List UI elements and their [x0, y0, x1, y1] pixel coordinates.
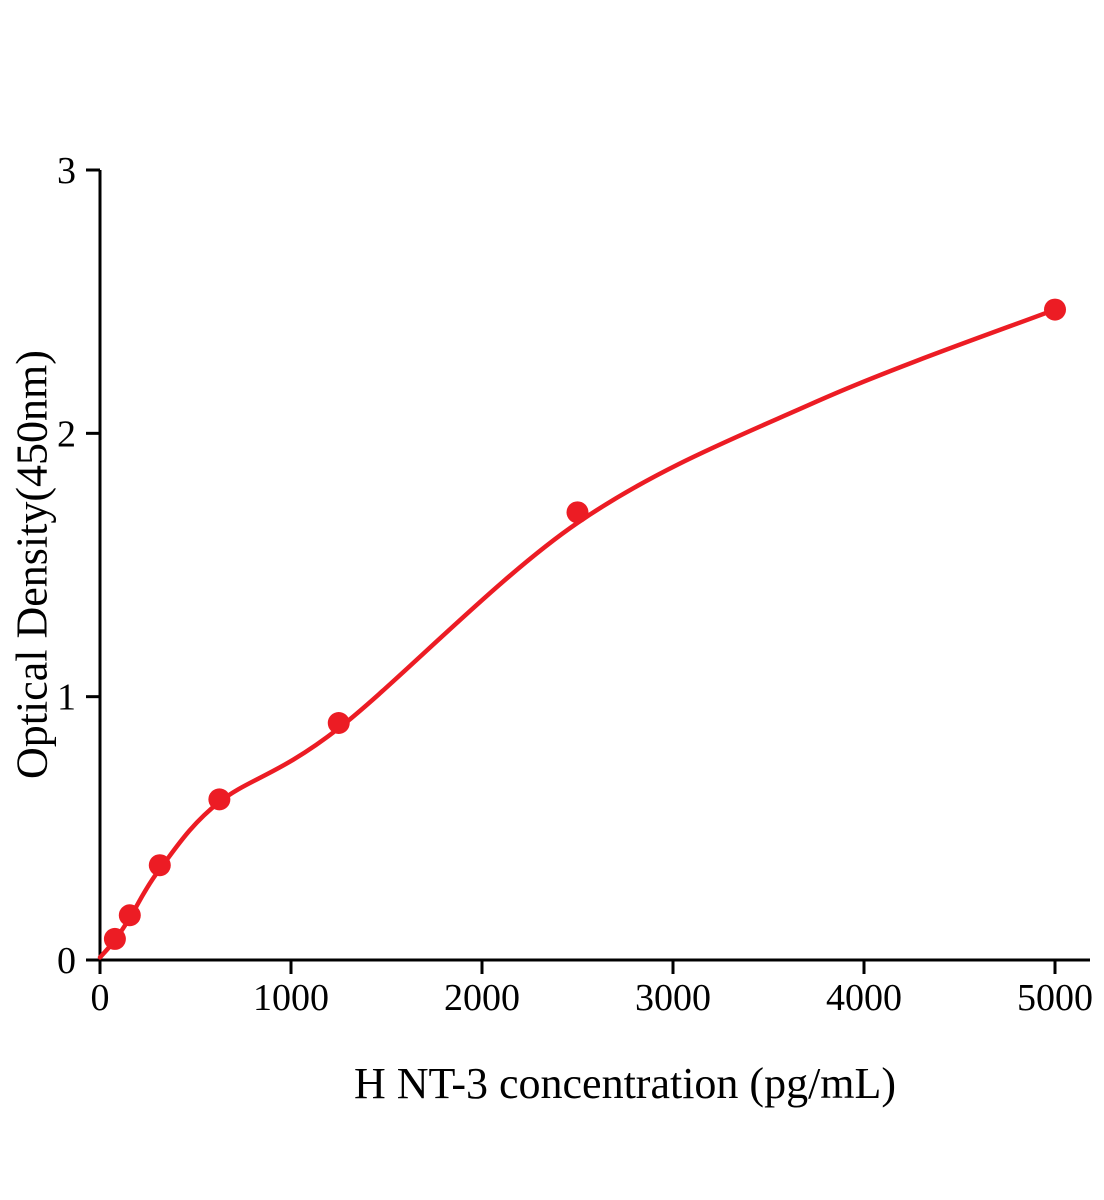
data-point [148, 854, 171, 877]
data-point [1044, 298, 1066, 321]
x-tick-label: 0 [91, 977, 110, 1019]
x-tick-label: 3000 [635, 977, 711, 1019]
y-tick-label: 2 [57, 413, 76, 455]
y-tick-label: 0 [57, 940, 76, 982]
x-tick-label: 4000 [826, 977, 902, 1019]
data-point [118, 904, 141, 927]
data-point [103, 927, 126, 950]
fit-curve [97, 307, 1058, 960]
x-tick-label: 5000 [1017, 977, 1093, 1019]
x-tick-label: 2000 [444, 977, 520, 1019]
data-point [566, 501, 589, 524]
x-tick-label: 1000 [253, 977, 329, 1019]
y-tick-label: 3 [57, 150, 76, 192]
x-axis-title: H NT-3 concentration (pg/mL) [353, 1059, 897, 1108]
y-axis-title: Optical Density(450nm) [7, 350, 57, 780]
data-point [208, 788, 231, 811]
y-tick-label: 1 [57, 677, 76, 719]
data-point [327, 712, 350, 734]
